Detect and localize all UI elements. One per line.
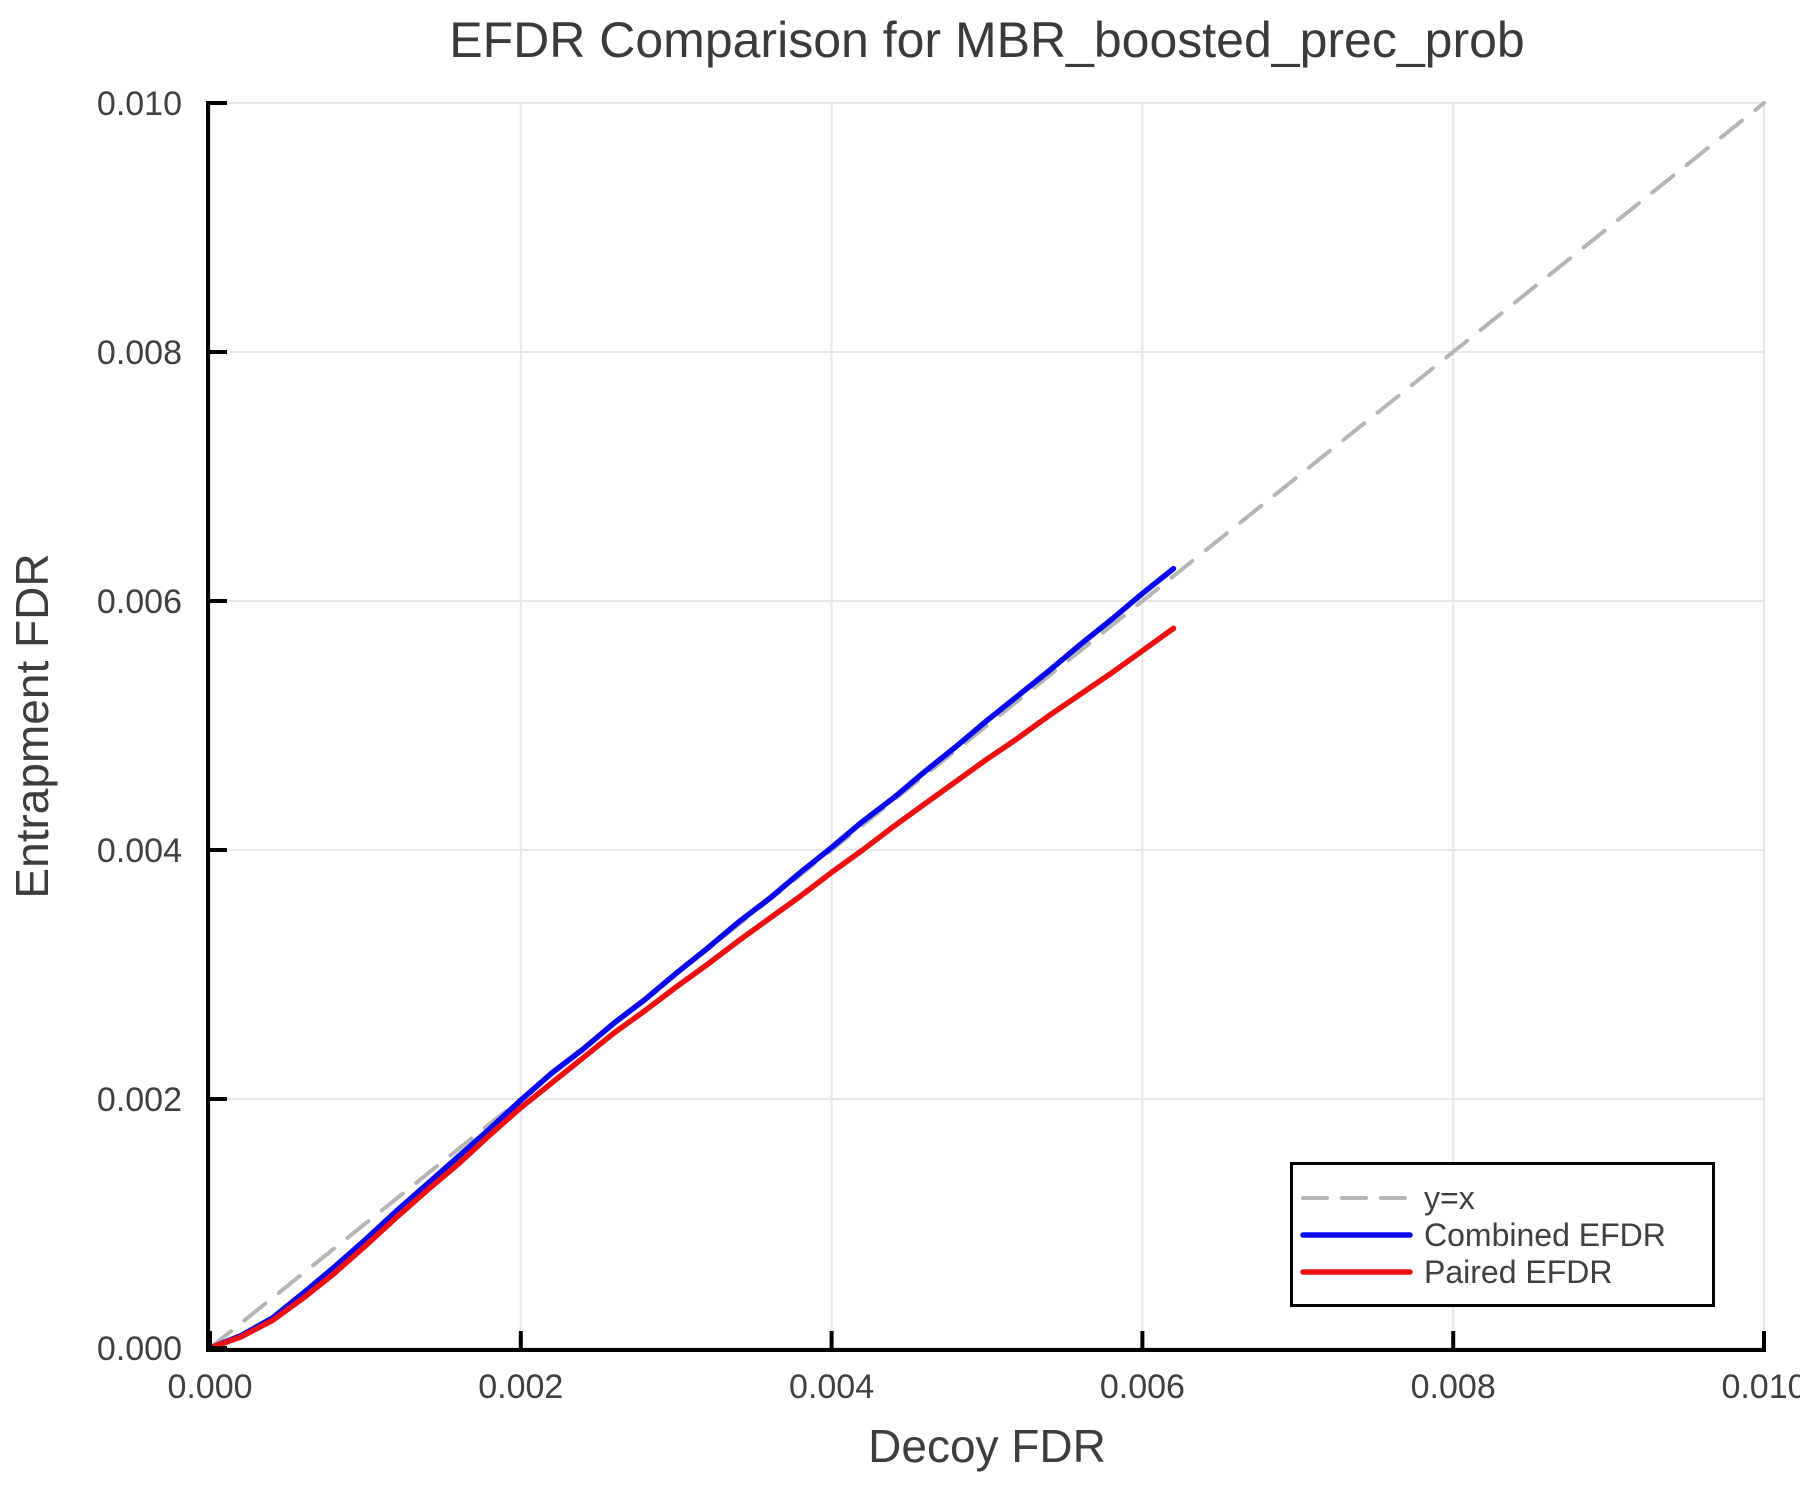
y-tick-label: 0.008 <box>97 334 182 372</box>
y-tick-labels: 0.000 0.002 0.004 0.006 0.008 0.010 <box>97 85 182 1368</box>
axis-ticks <box>208 101 1766 1350</box>
x-tick-label: 0.006 <box>1100 1368 1185 1406</box>
x-tick-labels: 0.000 0.002 0.004 0.006 0.008 0.010 <box>167 1368 1800 1406</box>
legend-label-paired-efdr: Paired EFDR <box>1424 1254 1613 1290</box>
y-tick-label: 0.002 <box>97 1081 182 1119</box>
legend-label-y-equals-x: y=x <box>1424 1180 1475 1216</box>
y-tick-label: 0.004 <box>97 832 182 870</box>
x-tick-label: 0.004 <box>789 1368 874 1406</box>
x-tick-label: 0.000 <box>167 1368 252 1406</box>
legend-label-combined-efdr: Combined EFDR <box>1424 1217 1666 1253</box>
y-axis-label: Entrapment FDR <box>6 553 58 898</box>
y-tick-label: 0.006 <box>97 583 182 621</box>
axes-spines <box>206 101 1766 1352</box>
chart-title: EFDR Comparison for MBR_boosted_prec_pro… <box>449 12 1525 68</box>
x-axis-label: Decoy FDR <box>868 1420 1106 1472</box>
plot-series <box>207 101 1766 1351</box>
x-tick-label: 0.008 <box>1411 1368 1496 1406</box>
y-tick-label: 0.010 <box>97 85 182 123</box>
paired-efdr-line <box>207 625 1177 1351</box>
y-tick-label: 0.000 <box>97 1330 182 1368</box>
x-tick-label: 0.010 <box>1721 1368 1800 1406</box>
x-tick-label: 0.002 <box>478 1368 563 1406</box>
y-equals-x-line <box>208 101 1766 1350</box>
combined-efdr-line <box>207 565 1177 1351</box>
